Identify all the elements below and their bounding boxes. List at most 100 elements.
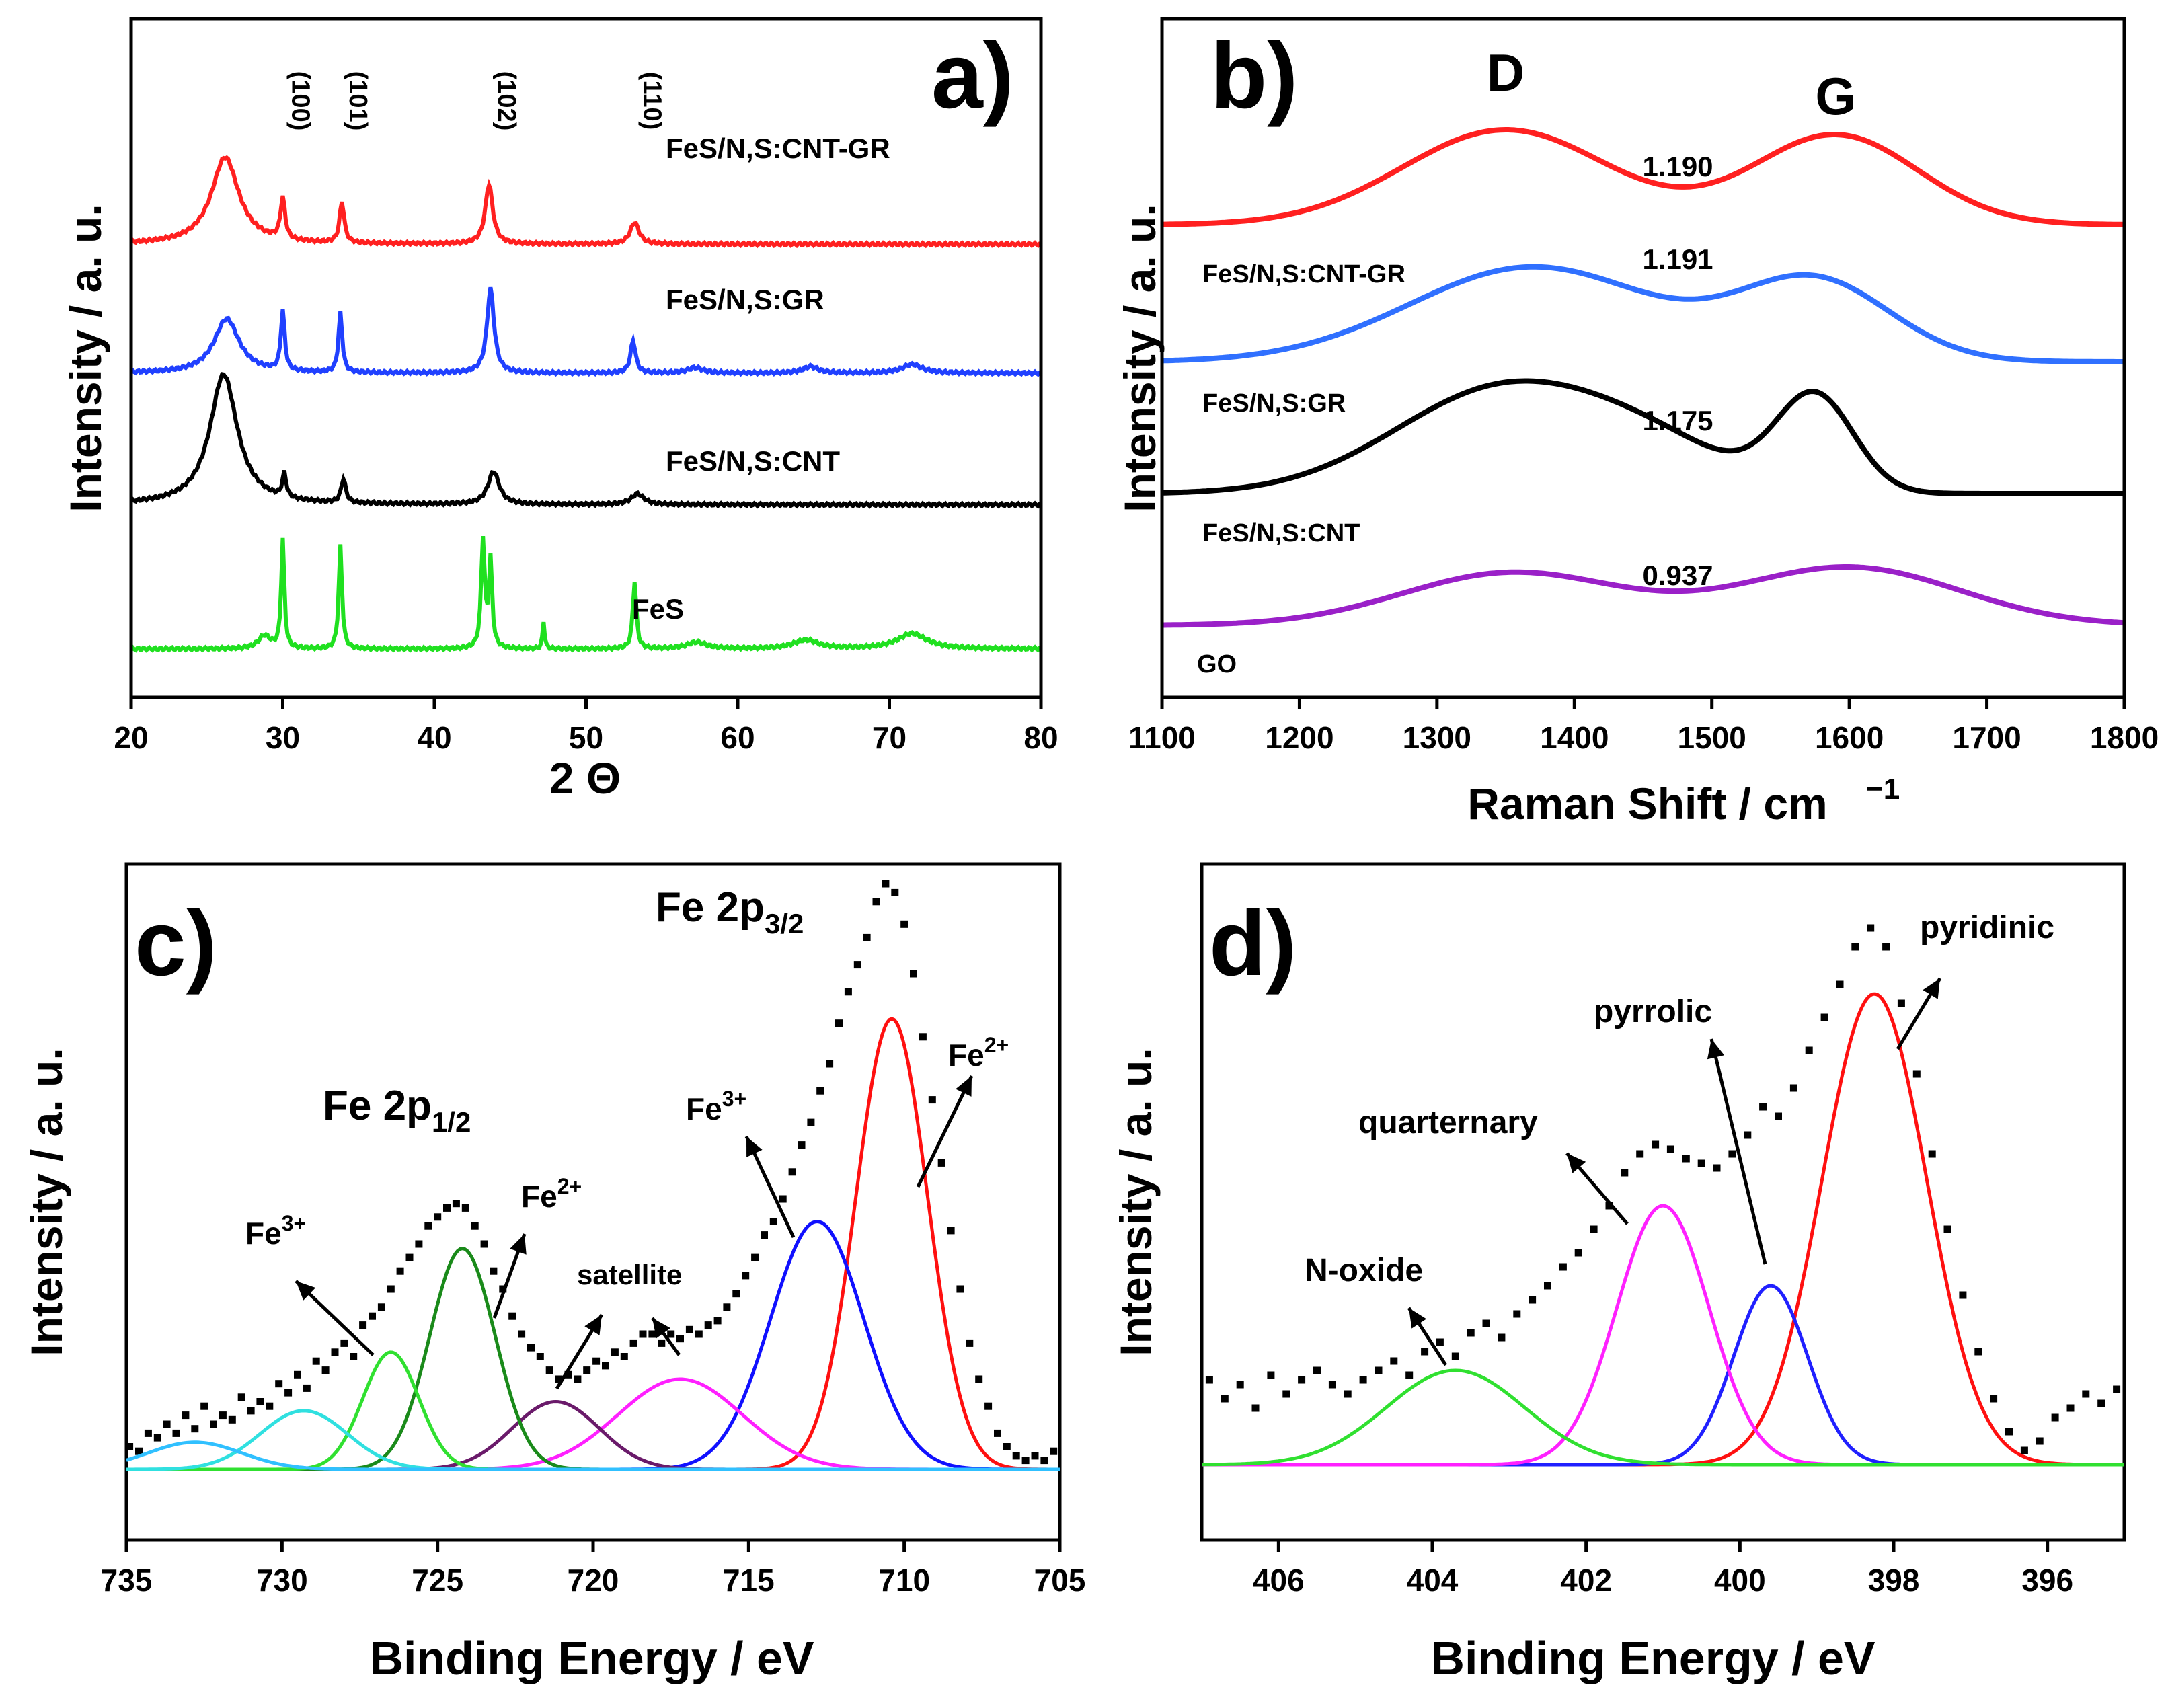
data-point <box>1559 1263 1567 1271</box>
peak-label: (102) <box>492 71 520 131</box>
component-3 <box>1202 1368 2124 1467</box>
series-label: FeS/N,S:CNT <box>1202 519 1360 547</box>
raman-line-2 <box>1161 378 2124 496</box>
data-point <box>966 1339 974 1347</box>
series-label: FeS <box>632 593 684 625</box>
x-tick-label: 50 <box>569 720 603 755</box>
x-tick-label: 400 <box>1714 1563 1766 1598</box>
data-point <box>1867 924 1875 932</box>
data-point <box>769 1218 777 1225</box>
data-point <box>405 1253 414 1261</box>
data-point <box>1636 1150 1644 1158</box>
data-point <box>321 1366 330 1374</box>
data-point <box>518 1330 526 1338</box>
series-label: FeS/N,S:CNT-GR <box>666 132 890 164</box>
x-tick-label: 80 <box>1023 720 1058 755</box>
data-point <box>611 1348 619 1356</box>
data-point <box>732 1290 740 1298</box>
data-point <box>919 1033 927 1041</box>
data-point <box>1467 1329 1475 1337</box>
ratio-label: 1.190 <box>1642 151 1713 182</box>
x-tick-label: 404 <box>1407 1563 1459 1598</box>
data-point <box>1882 943 1890 951</box>
data-point <box>527 1344 535 1352</box>
data-point <box>237 1393 245 1401</box>
x-tick-label: 735 <box>101 1563 153 1598</box>
data-point <box>303 1384 311 1392</box>
data-point <box>1451 1352 1459 1360</box>
ratio-label: 0.937 <box>1642 559 1713 591</box>
data-point <box>2036 1437 2044 1445</box>
data-point <box>602 1362 609 1370</box>
x-tick-label: 398 <box>1868 1563 1920 1598</box>
annotation-arrowhead <box>296 1281 316 1301</box>
annotation-arrowhead <box>1707 1039 1725 1060</box>
data-point <box>1943 1225 1951 1233</box>
component-label: pyrrolic <box>1594 994 1712 1030</box>
data-point <box>182 1411 190 1420</box>
raman-line-0 <box>1162 127 2125 227</box>
data-point <box>126 1443 134 1450</box>
data-point <box>1544 1282 1551 1290</box>
x-tick-label: 30 <box>266 720 300 755</box>
series-label: FeS/N,S:CNT <box>666 445 840 477</box>
data-point <box>761 1231 768 1239</box>
peak-label: (100) <box>286 71 315 131</box>
data-point <box>1375 1366 1383 1374</box>
data-point <box>247 1407 255 1415</box>
panel-a: FeS/N,S:CNT-GR FeS/N,S:GR FeS/N,S:CNT FeS (1… <box>129 71 1042 653</box>
data-point <box>1605 1202 1613 1210</box>
data-point <box>723 1303 731 1311</box>
data-point <box>359 1321 367 1329</box>
data-point <box>1775 1112 1782 1120</box>
data-point <box>555 1375 563 1383</box>
data-point <box>1282 1390 1290 1398</box>
data-point <box>387 1285 395 1293</box>
data-point <box>144 1429 152 1437</box>
xrd-line-2 <box>129 372 1042 509</box>
data-point <box>275 1380 283 1388</box>
ratio-label: 1.191 <box>1642 243 1713 275</box>
data-point <box>1040 1457 1048 1465</box>
annotation-arrow <box>916 1075 974 1188</box>
data-point <box>742 1272 750 1280</box>
x-axis-label: Binding Energy / eV <box>369 1632 814 1684</box>
data-point <box>592 1357 601 1365</box>
x-tick-label: 396 <box>2021 1563 2073 1598</box>
band-label: G <box>1815 67 1856 126</box>
annotation-arrowhead <box>746 1136 763 1157</box>
data-point <box>984 1402 993 1410</box>
data-point <box>667 1330 675 1338</box>
x-tick-label: 1300 <box>1403 720 1471 755</box>
data-point <box>461 1204 469 1212</box>
x-tick-label: 1100 <box>1128 720 1196 755</box>
data-point <box>471 1222 479 1230</box>
data-point <box>331 1348 339 1356</box>
data-point <box>1328 1381 1336 1389</box>
data-point <box>1221 1395 1229 1403</box>
data-point <box>424 1222 432 1230</box>
data-point <box>872 898 880 906</box>
data-point <box>266 1402 274 1410</box>
data-point <box>443 1204 451 1212</box>
panel-label-d: d) <box>1209 892 1297 995</box>
data-point <box>1421 1348 1429 1356</box>
x-tick-label: 20 <box>114 720 148 755</box>
data-point <box>574 1375 582 1383</box>
x-tick-label: 1400 <box>1540 720 1609 755</box>
annotation-arrowhead <box>510 1234 527 1255</box>
data-point <box>284 1389 293 1397</box>
data-point <box>1205 1376 1213 1384</box>
data-point <box>480 1240 488 1248</box>
axes-frame <box>1200 862 2126 1542</box>
data-point <box>891 888 899 896</box>
data-point <box>1728 1150 1736 1158</box>
data-point <box>1851 943 1859 951</box>
data-point <box>1498 1333 1506 1342</box>
x-tick-label: 402 <box>1560 1563 1612 1598</box>
data-point <box>1974 1348 1982 1356</box>
data-point <box>350 1353 358 1360</box>
data-point <box>312 1357 320 1365</box>
y-axis-label: Intensity / a. u. <box>22 1048 71 1356</box>
component-label: Fe3+ <box>245 1211 306 1251</box>
